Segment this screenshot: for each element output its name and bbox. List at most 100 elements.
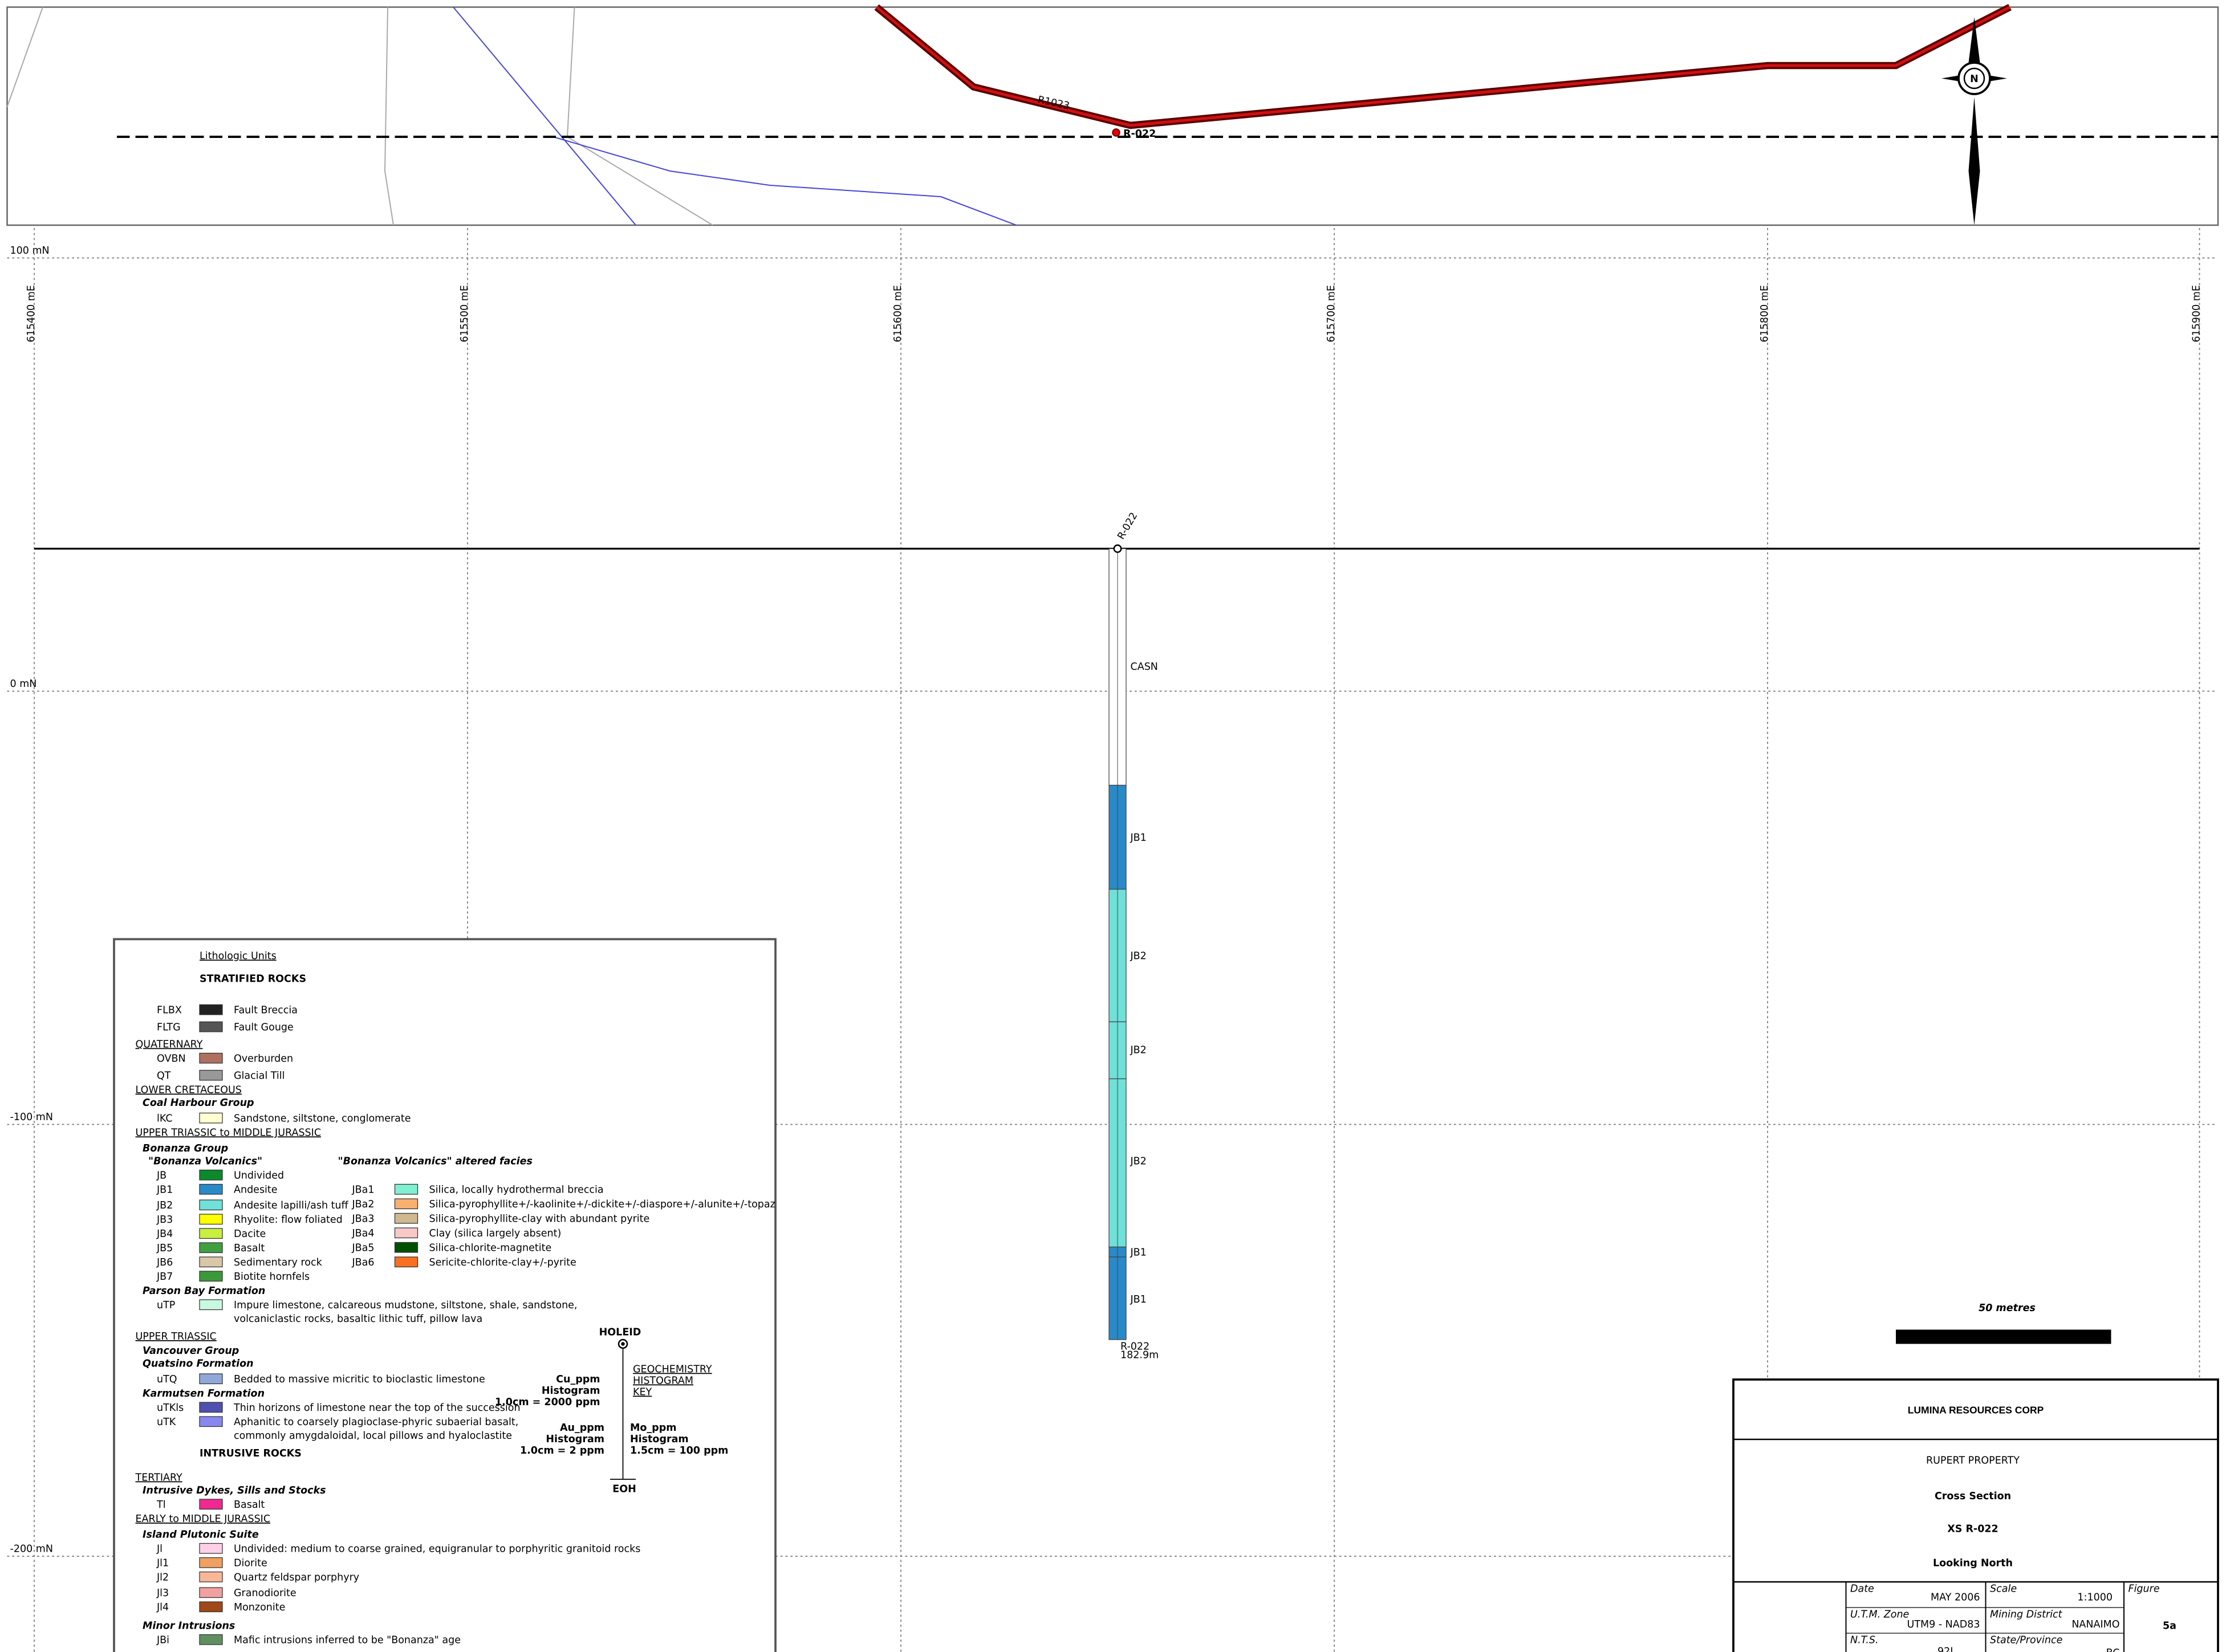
unit-code: JB xyxy=(156,1170,166,1182)
cu-key: Cu_ppm xyxy=(556,1374,600,1385)
unit-description: Quartz feldspar porphyry xyxy=(234,1572,359,1584)
unit-code: OVBN xyxy=(157,1053,186,1065)
road-centre xyxy=(875,6,2011,127)
interval-label: JB1 xyxy=(1130,832,1147,844)
unit-description: Overburden xyxy=(234,1053,293,1065)
unit-code: JB5 xyxy=(156,1243,173,1254)
unit-swatch xyxy=(199,1543,223,1554)
northing-label: 0 mN xyxy=(10,678,37,690)
unit-swatch xyxy=(199,1214,223,1225)
unit-code: FLBX xyxy=(157,1005,182,1016)
hole-collar-plan xyxy=(1112,128,1120,137)
interval-label: JB1 xyxy=(1130,1294,1147,1305)
unit-description: Undivided xyxy=(234,1170,284,1182)
unit-code: JBa4 xyxy=(352,1228,375,1239)
unit-swatch xyxy=(394,1256,419,1268)
unit-description: Rhyolite: flow foliated xyxy=(234,1214,343,1226)
legend-era: UPPER TRIASSIC to MIDDLE JURASSIC xyxy=(136,1128,322,1139)
unit-description: Andesite lapilli/ash tuff xyxy=(234,1200,349,1211)
unit-code: QT xyxy=(157,1071,171,1082)
unit-swatch xyxy=(199,1271,223,1282)
unit-code: JBa1 xyxy=(352,1185,375,1196)
unit-swatch xyxy=(199,1183,223,1195)
unit-swatch xyxy=(199,1242,223,1254)
creek xyxy=(453,6,636,226)
unit-description: Granodiorite xyxy=(234,1588,296,1599)
key-title: HISTOGRAM xyxy=(633,1376,693,1387)
unit-code: JB6 xyxy=(156,1257,173,1268)
unit-description: Basalt xyxy=(234,1243,265,1254)
unit-description: Silica, locally hydrothermal breccia xyxy=(429,1185,604,1196)
unit-code: Tl xyxy=(156,1499,166,1511)
unit-code: JB3 xyxy=(156,1214,173,1226)
north-tail xyxy=(1968,97,1980,226)
legend-era: QUATERNARY xyxy=(136,1039,203,1051)
unit-description: Silica-pyrophyllite+/-kaolinite+/-dickit… xyxy=(429,1199,775,1210)
unit-description: Clay (silica largely absent) xyxy=(429,1228,562,1239)
legend-group: Coal Harbour Group xyxy=(143,1097,254,1109)
field-label: State/Province xyxy=(1990,1635,2062,1646)
unit-description: commonly amygdaloidal, local pillows and… xyxy=(234,1430,512,1442)
unit-code: JBa2 xyxy=(352,1199,375,1210)
scale-bar-label: 50 metres xyxy=(1979,1303,2036,1314)
field-label: Figure xyxy=(2128,1584,2160,1595)
unit-description: Basalt xyxy=(234,1499,265,1511)
north-arrow: N xyxy=(1941,17,2007,226)
unit-code: JBa6 xyxy=(352,1257,375,1268)
legend-group: Island Plutonic Suite xyxy=(143,1529,259,1541)
unit-description: Impure limestone, calcareous mudstone, s… xyxy=(234,1300,578,1311)
unit-description: Silica-chlorite-magnetite xyxy=(429,1243,552,1254)
unit-swatch xyxy=(199,1557,223,1568)
unit-swatch xyxy=(394,1212,419,1224)
unit-swatch xyxy=(394,1183,419,1195)
unit-description: Thin horizons of limestone near the top … xyxy=(233,1402,521,1414)
north-ring-inner xyxy=(1963,67,1985,89)
unit-swatch xyxy=(199,1634,223,1645)
field-value: 92L xyxy=(1937,1646,1956,1652)
unit-description: Sericite-chlorite-clay+/-pyrite xyxy=(429,1257,576,1268)
easting-label: 615900 mE xyxy=(2191,285,2203,342)
contour xyxy=(6,7,43,107)
northing-label: -100 mN xyxy=(10,1112,53,1123)
field-value: 5a xyxy=(2163,1621,2176,1632)
unit-code: uTK xyxy=(157,1417,176,1428)
holeid: HOLEID xyxy=(599,1327,641,1338)
drawing-title: Cross Section xyxy=(1935,1491,2011,1502)
legend-era: LOWER CRETACEOUS xyxy=(136,1085,242,1096)
unit-description: Monzonite xyxy=(234,1602,285,1613)
legend-section: STRATIFIED ROCKS xyxy=(200,974,306,985)
property: RUPERT PROPERTY xyxy=(1926,1455,2020,1467)
legend-group: Parson Bay Formation xyxy=(143,1285,265,1297)
unit-swatch xyxy=(199,1587,223,1598)
field-label: N.T.S. xyxy=(1850,1635,1879,1646)
unit-swatch xyxy=(199,1052,223,1064)
unit-swatch xyxy=(199,1004,223,1015)
legend-section: INTRUSIVE ROCKS xyxy=(200,1448,302,1459)
unit-code: uTKls xyxy=(157,1402,184,1414)
easting-label: 615400 mE xyxy=(26,285,37,342)
legend-title: Lithologic Units xyxy=(200,951,277,962)
au-key: Au_ppm xyxy=(560,1422,604,1434)
legend-era: EARLY to MIDDLE JURASSIC xyxy=(136,1513,271,1525)
unit-description: volcaniclastic rocks, basaltic lithic tu… xyxy=(234,1313,482,1325)
field-label: Date xyxy=(1850,1584,1874,1595)
northing-label: 100 mN xyxy=(10,245,50,257)
unit-description: Fault Gouge xyxy=(234,1022,294,1033)
unit-description: Biotite hornfels xyxy=(234,1271,310,1283)
legend-era: TERTIARY xyxy=(135,1472,182,1484)
unit-code: JB1 xyxy=(156,1185,173,1196)
unit-swatch xyxy=(394,1242,419,1253)
unit-swatch xyxy=(199,1601,223,1613)
interval-label: JB2 xyxy=(1130,951,1147,962)
field-label: Mining District xyxy=(1990,1609,2063,1621)
unit-swatch xyxy=(394,1227,419,1239)
unit-code: JB2 xyxy=(156,1200,173,1211)
field-value: BC xyxy=(2106,1647,2120,1652)
legend-group: Intrusive Dykes, Sills and Stocks xyxy=(143,1485,326,1496)
north-label: N xyxy=(1970,74,1979,85)
drawing-subtitle: XS R-022 xyxy=(1947,1524,1998,1535)
unit-code: JBa3 xyxy=(352,1214,375,1225)
key-title: GEOCHEMISTRY xyxy=(633,1364,712,1376)
unit-description: Sandstone, siltstone, conglomerate xyxy=(234,1113,411,1125)
